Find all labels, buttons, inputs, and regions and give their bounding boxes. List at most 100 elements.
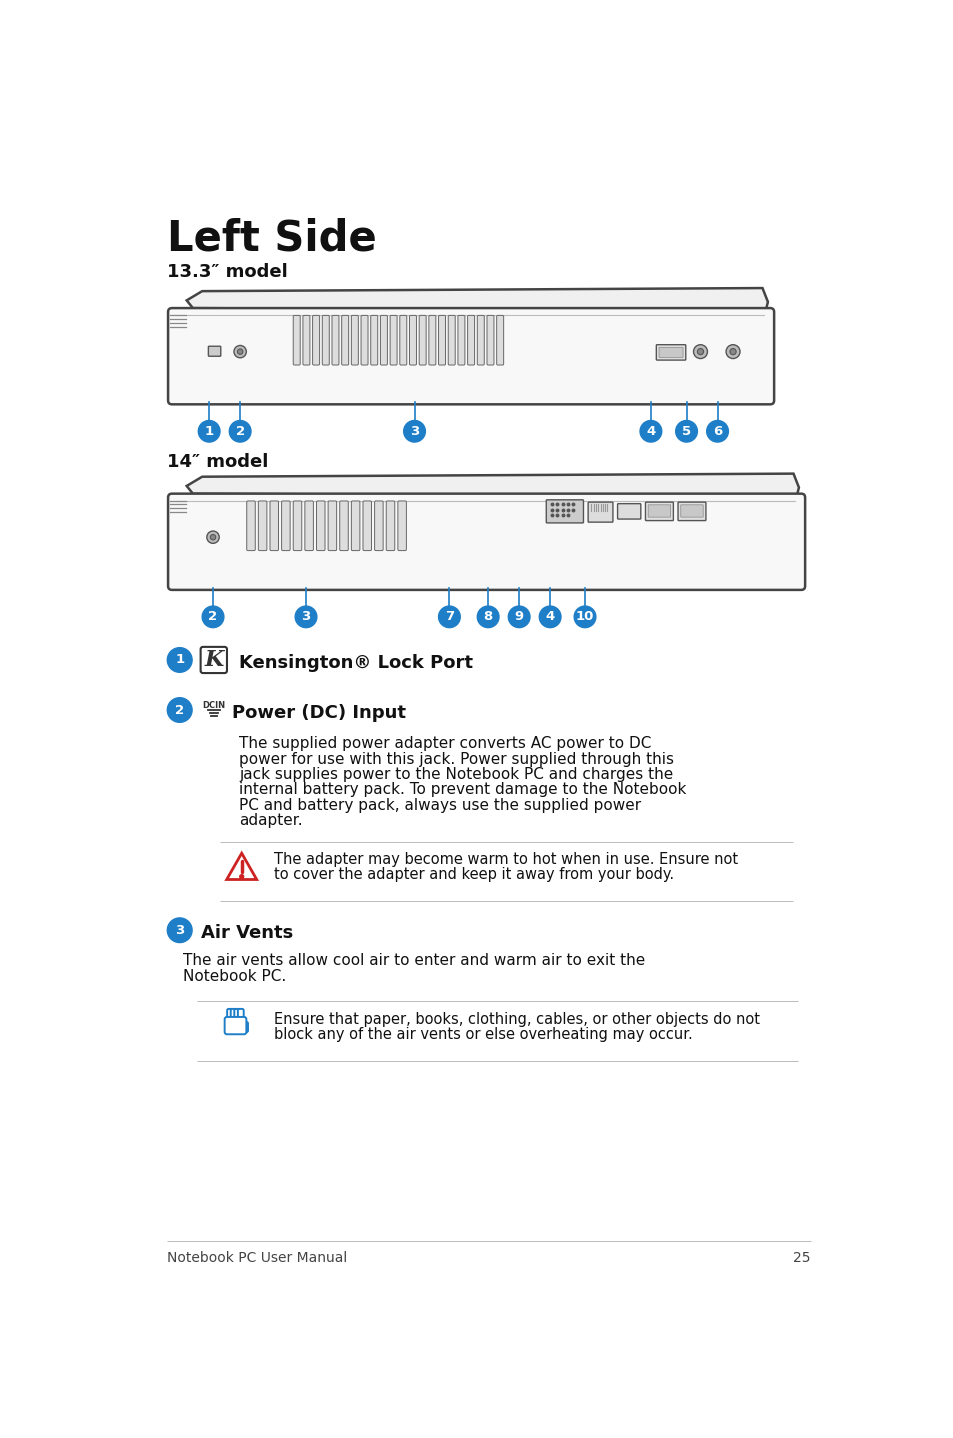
- FancyBboxPatch shape: [316, 500, 325, 551]
- FancyBboxPatch shape: [303, 315, 310, 365]
- FancyBboxPatch shape: [313, 315, 319, 365]
- Text: internal battery pack. To prevent damage to the Notebook: internal battery pack. To prevent damage…: [239, 782, 686, 798]
- FancyBboxPatch shape: [418, 315, 426, 365]
- FancyBboxPatch shape: [328, 500, 336, 551]
- Text: The air vents allow cool air to enter and warm air to exit the: The air vents allow cool air to enter an…: [183, 953, 644, 968]
- FancyBboxPatch shape: [322, 315, 329, 365]
- Text: jack supplies power to the Notebook PC and charges the: jack supplies power to the Notebook PC a…: [239, 766, 673, 782]
- Text: 8: 8: [483, 610, 493, 623]
- Text: 25: 25: [792, 1251, 810, 1264]
- Circle shape: [574, 605, 596, 627]
- Circle shape: [508, 605, 530, 627]
- FancyBboxPatch shape: [678, 502, 705, 521]
- FancyBboxPatch shape: [351, 315, 358, 365]
- FancyBboxPatch shape: [281, 500, 290, 551]
- Text: 10: 10: [576, 610, 594, 623]
- FancyBboxPatch shape: [659, 348, 682, 358]
- FancyBboxPatch shape: [467, 315, 474, 365]
- Text: The adapter may become warm to hot when in use. Ensure not: The adapter may become warm to hot when …: [274, 851, 738, 867]
- FancyBboxPatch shape: [386, 500, 395, 551]
- Polygon shape: [227, 853, 256, 880]
- Text: Air Vents: Air Vents: [201, 925, 294, 942]
- Text: 14″ model: 14″ model: [167, 453, 269, 470]
- Circle shape: [294, 605, 316, 627]
- Text: Power (DC) Input: Power (DC) Input: [233, 703, 406, 722]
- FancyBboxPatch shape: [237, 1009, 243, 1022]
- Text: The supplied power adapter converts AC power to DC: The supplied power adapter converts AC p…: [239, 736, 651, 751]
- Circle shape: [237, 349, 243, 354]
- FancyBboxPatch shape: [587, 502, 612, 522]
- FancyBboxPatch shape: [247, 500, 255, 551]
- Circle shape: [239, 874, 243, 879]
- FancyBboxPatch shape: [680, 505, 702, 518]
- Circle shape: [639, 420, 661, 441]
- Polygon shape: [187, 288, 767, 311]
- Text: 2: 2: [209, 610, 217, 623]
- Text: adapter.: adapter.: [239, 814, 303, 828]
- Text: to cover the adapter and keep it away from your body.: to cover the adapter and keep it away fr…: [274, 867, 674, 881]
- Text: 5: 5: [681, 424, 690, 437]
- FancyBboxPatch shape: [397, 500, 406, 551]
- Circle shape: [207, 531, 219, 544]
- Text: 6: 6: [712, 424, 721, 437]
- FancyBboxPatch shape: [375, 500, 383, 551]
- FancyBboxPatch shape: [486, 315, 494, 365]
- Text: DCIN: DCIN: [202, 700, 225, 710]
- FancyBboxPatch shape: [293, 315, 300, 365]
- FancyBboxPatch shape: [208, 347, 220, 357]
- Circle shape: [706, 420, 728, 441]
- FancyBboxPatch shape: [305, 500, 313, 551]
- Text: 4: 4: [645, 424, 655, 437]
- Text: 2: 2: [235, 424, 245, 437]
- FancyBboxPatch shape: [258, 500, 267, 551]
- Text: Notebook PC.: Notebook PC.: [183, 969, 286, 984]
- Circle shape: [167, 647, 192, 673]
- Text: 4: 4: [545, 610, 555, 623]
- Circle shape: [233, 345, 246, 358]
- FancyBboxPatch shape: [332, 315, 338, 365]
- FancyBboxPatch shape: [341, 315, 348, 365]
- Text: 9: 9: [514, 610, 523, 623]
- FancyBboxPatch shape: [399, 315, 406, 365]
- FancyBboxPatch shape: [227, 1009, 233, 1022]
- FancyBboxPatch shape: [234, 1009, 240, 1022]
- Text: Notebook PC User Manual: Notebook PC User Manual: [167, 1251, 347, 1264]
- Circle shape: [167, 697, 192, 722]
- FancyBboxPatch shape: [360, 315, 368, 365]
- Text: 3: 3: [301, 610, 311, 623]
- FancyBboxPatch shape: [231, 1009, 236, 1022]
- Circle shape: [725, 345, 740, 358]
- Text: Kensington® Lock Port: Kensington® Lock Port: [238, 654, 472, 672]
- Text: K: K: [204, 649, 223, 672]
- Circle shape: [229, 420, 251, 441]
- FancyBboxPatch shape: [497, 315, 503, 365]
- FancyBboxPatch shape: [409, 315, 416, 365]
- FancyBboxPatch shape: [429, 315, 436, 365]
- Circle shape: [675, 420, 697, 441]
- Text: 1: 1: [175, 653, 184, 666]
- Circle shape: [198, 420, 220, 441]
- FancyBboxPatch shape: [438, 315, 445, 365]
- Circle shape: [538, 605, 560, 627]
- Text: Ensure that paper, books, clothing, cables, or other objects do not: Ensure that paper, books, clothing, cabl…: [274, 1012, 760, 1027]
- Circle shape: [729, 348, 736, 355]
- FancyBboxPatch shape: [476, 315, 484, 365]
- Circle shape: [697, 348, 703, 355]
- FancyBboxPatch shape: [168, 308, 773, 404]
- FancyBboxPatch shape: [448, 315, 455, 365]
- FancyBboxPatch shape: [647, 505, 670, 518]
- Circle shape: [403, 420, 425, 441]
- FancyBboxPatch shape: [656, 345, 685, 360]
- FancyBboxPatch shape: [351, 500, 359, 551]
- FancyBboxPatch shape: [200, 647, 227, 673]
- Polygon shape: [187, 473, 798, 496]
- FancyBboxPatch shape: [645, 502, 673, 521]
- Text: 3: 3: [175, 923, 184, 936]
- FancyBboxPatch shape: [270, 500, 278, 551]
- Text: 2: 2: [175, 703, 184, 716]
- Text: PC and battery pack, always use the supplied power: PC and battery pack, always use the supp…: [239, 798, 640, 812]
- FancyBboxPatch shape: [457, 315, 464, 365]
- Circle shape: [167, 917, 192, 942]
- Text: block any of the air vents or else overheating may occur.: block any of the air vents or else overh…: [274, 1027, 692, 1043]
- FancyBboxPatch shape: [617, 503, 640, 519]
